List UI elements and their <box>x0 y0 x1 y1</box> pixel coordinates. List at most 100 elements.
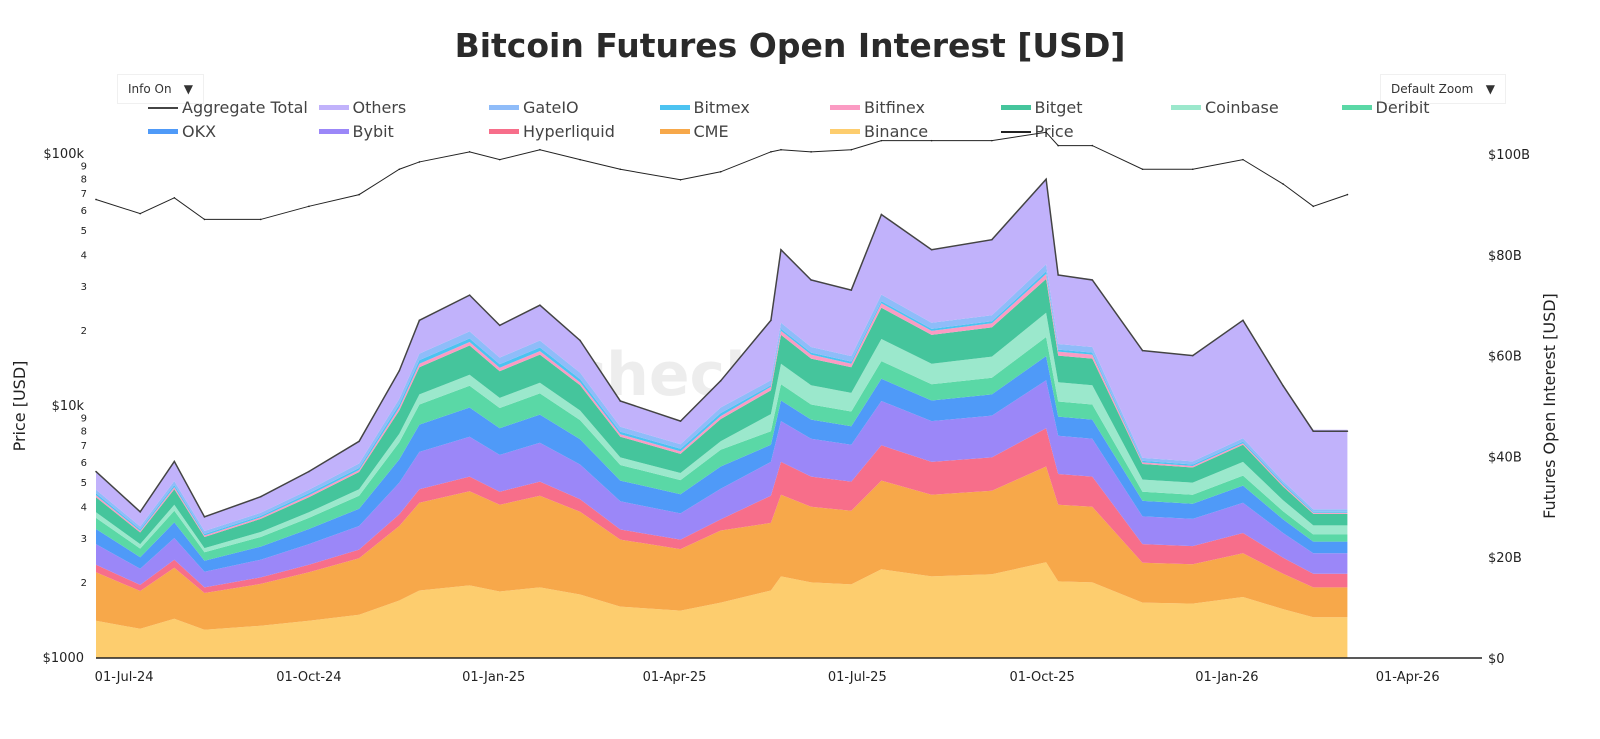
price-point <box>1091 144 1094 147</box>
chart-title: Bitcoin Futures Open Interest [USD] <box>454 26 1126 65</box>
y-right-tick-label: $20B <box>1488 551 1522 566</box>
y-left-tick-label: $10k <box>52 399 85 414</box>
legend-item-okx[interactable]: OKX <box>148 122 216 141</box>
price-point <box>1045 131 1047 134</box>
price-point <box>1242 158 1244 161</box>
price-point <box>1346 193 1349 196</box>
y-left-tick-label: 2 <box>81 578 87 589</box>
legend-label: Deribit <box>1375 98 1430 117</box>
aggregate-total-point <box>1312 430 1315 433</box>
price-point <box>619 168 622 171</box>
x-tick-label: 01-Jul-24 <box>95 670 154 685</box>
legend-label: CME <box>693 122 729 141</box>
legend-swatch <box>1171 105 1201 110</box>
y-left-tick-label: 5 <box>81 226 87 237</box>
y-left-tick-label: 2 <box>81 326 87 337</box>
y-left-tick-label: 9 <box>81 162 87 173</box>
price-point <box>1191 168 1194 171</box>
x-tick-label: 01-Jan-25 <box>462 670 525 685</box>
price-point <box>780 148 782 151</box>
legend-item-binance[interactable]: Binance <box>830 122 928 141</box>
price-point <box>810 151 812 153</box>
legend-item-aggregate-total[interactable]: Aggregate Total <box>148 98 308 117</box>
aggregate-total-point <box>679 420 682 422</box>
info-dropdown-label: Info On <box>128 82 172 96</box>
price-point <box>1141 168 1144 171</box>
zoom-dropdown[interactable]: Default Zoom ▼ <box>1380 74 1506 104</box>
y-left-tick-label: 3 <box>81 282 87 293</box>
price-point <box>991 139 993 142</box>
legend-item-hyperliquid[interactable]: Hyperliquid <box>489 122 615 141</box>
legend-item-price[interactable]: Price <box>1000 122 1074 141</box>
legend-item-bitmex[interactable]: Bitmex <box>659 98 750 117</box>
legend-item-bitfinex[interactable]: Bitfinex <box>830 98 925 117</box>
legend-swatch <box>830 129 860 134</box>
aggregate-total-point <box>1057 274 1059 276</box>
aggregate-total-point <box>1091 279 1094 281</box>
y-left-tick-label: 7 <box>81 189 87 200</box>
price-point <box>259 218 262 221</box>
legend-label: Bitget <box>1034 98 1083 117</box>
aggregate-total-point <box>398 369 401 372</box>
legend-label: OKX <box>182 122 217 141</box>
legend-swatch <box>148 106 178 109</box>
price-point <box>679 178 682 181</box>
legend-item-gateio[interactable]: GateIO <box>489 98 579 117</box>
legend-item-cme[interactable]: CME <box>659 122 729 141</box>
legend-label: Aggregate Total <box>182 98 308 117</box>
legend-label: Hyperliquid <box>523 122 615 141</box>
y-right-axis-title: Futures Open Interest [USD] <box>1540 293 1559 519</box>
info-dropdown[interactable]: Info On ▼ <box>117 74 204 104</box>
legend-label: Bitfinex <box>864 98 925 117</box>
legend-swatch <box>489 105 519 110</box>
aggregate-total-point <box>930 248 933 251</box>
legend-swatch <box>318 129 349 134</box>
caret-down-icon: ▼ <box>1485 82 1495 96</box>
y-right-tick-label: $100B <box>1488 148 1530 163</box>
y-left-tick-label: 4 <box>81 502 87 513</box>
aggregate-total-point <box>880 213 883 216</box>
legend-swatch <box>1000 105 1031 110</box>
y-right-tick-label: $40B <box>1488 450 1522 465</box>
aggregate-total-point <box>1346 430 1349 433</box>
aggregate-total-point <box>539 304 541 307</box>
aggregate-total-point <box>498 324 501 327</box>
legend-item-coinbase[interactable]: Coinbase <box>1171 98 1279 117</box>
price-point <box>498 158 501 161</box>
aggregate-total-point <box>139 511 141 513</box>
y-right-tick-label: $80B <box>1488 249 1522 264</box>
price-point <box>880 139 883 142</box>
price-point <box>308 205 310 208</box>
area-binance <box>96 562 1348 658</box>
legend-item-others[interactable]: Others <box>318 98 406 117</box>
x-tick-label: 01-Oct-24 <box>276 670 341 685</box>
price-point <box>930 139 933 142</box>
price-point <box>539 148 541 151</box>
caret-down-icon: ▼ <box>183 82 193 96</box>
legend-item-deribit[interactable]: Deribit <box>1341 98 1430 117</box>
price-point <box>1282 183 1284 185</box>
aggregate-total-point <box>619 400 622 402</box>
price-point <box>468 151 471 153</box>
x-tick-label: 01-Apr-26 <box>1376 670 1440 685</box>
price-point <box>95 198 97 201</box>
legend-label: Coinbase <box>1205 98 1279 117</box>
aggregate-total-point <box>1191 354 1194 357</box>
aggregate-total-point <box>1141 349 1144 352</box>
legend-swatch <box>1341 105 1372 110</box>
aggregate-total-line <box>95 177 1348 518</box>
x-tick-label: 01-Jul-25 <box>828 670 887 685</box>
x-tick-label: 01-Apr-25 <box>643 670 707 685</box>
legend-swatch <box>489 129 519 134</box>
aggregate-total-point <box>95 470 97 473</box>
legend-item-bitget[interactable]: Bitget <box>1000 98 1083 117</box>
zoom-dropdown-label: Default Zoom <box>1391 82 1474 96</box>
aggregate-total-point <box>173 460 176 463</box>
aggregate-total-point <box>203 516 206 518</box>
price-point <box>418 161 421 163</box>
y-left-tick-label: 6 <box>81 458 87 469</box>
legend-item-bybit[interactable]: Bybit <box>318 122 394 141</box>
aggregate-total-point <box>991 238 993 241</box>
